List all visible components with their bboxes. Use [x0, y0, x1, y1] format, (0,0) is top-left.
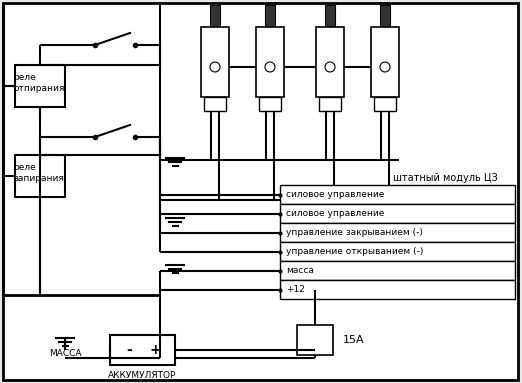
Circle shape: [210, 62, 220, 72]
Bar: [259, 97, 281, 111]
Bar: [201, 27, 229, 97]
Text: реле: реле: [13, 162, 35, 172]
Bar: [371, 27, 399, 97]
Bar: [280, 280, 515, 299]
Circle shape: [325, 62, 335, 72]
Text: силовое управление: силовое управление: [286, 209, 384, 218]
Bar: [110, 335, 175, 365]
Bar: [204, 97, 226, 111]
Text: АККУМУЛЯТОР: АККУМУЛЯТОР: [108, 372, 176, 380]
Text: +: +: [150, 343, 161, 357]
Circle shape: [380, 62, 390, 72]
Bar: [325, 5, 335, 27]
Text: штатный модуль ЦЗ: штатный модуль ЦЗ: [393, 173, 497, 183]
Bar: [15, 155, 65, 197]
Bar: [280, 261, 515, 280]
Bar: [319, 97, 341, 111]
Bar: [15, 65, 65, 107]
Bar: [256, 27, 284, 97]
Bar: [210, 5, 220, 27]
Text: запирания: запирания: [13, 173, 64, 183]
Bar: [297, 325, 333, 355]
Text: 15А: 15А: [343, 335, 365, 345]
Text: управление закрыванием (-): управление закрыванием (-): [286, 228, 423, 237]
Text: масса: масса: [286, 266, 314, 275]
Bar: [280, 223, 515, 242]
Bar: [316, 27, 344, 97]
Text: управление открыванием (-): управление открыванием (-): [286, 247, 423, 256]
Bar: [265, 5, 275, 27]
Text: реле: реле: [13, 72, 35, 82]
Bar: [280, 204, 515, 223]
Text: +12: +12: [286, 285, 305, 294]
Text: отпирания: отпирания: [13, 83, 64, 93]
Text: силовое управление: силовое управление: [286, 190, 384, 199]
Text: МАССА: МАССА: [49, 349, 81, 357]
Text: -: -: [127, 343, 133, 357]
Bar: [280, 242, 515, 261]
Bar: [380, 5, 390, 27]
Bar: [280, 185, 515, 204]
Circle shape: [265, 62, 275, 72]
Bar: [374, 97, 396, 111]
